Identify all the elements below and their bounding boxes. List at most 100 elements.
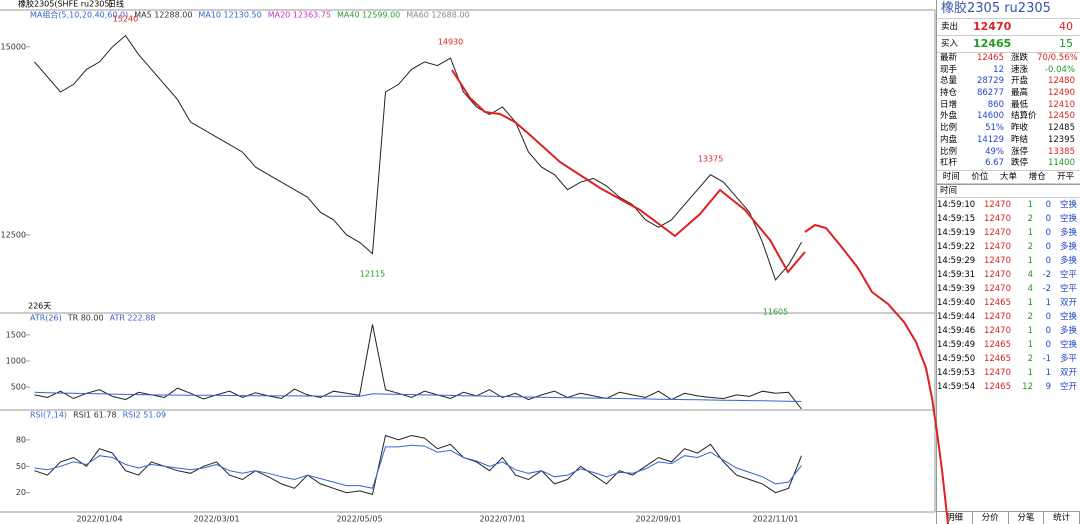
- trade-cell: 12470: [983, 255, 1011, 266]
- trade-cell: 12470: [983, 269, 1011, 280]
- trade-row: 14:59:44 12470 2 0 空换: [937, 310, 1080, 324]
- quote-label: 结算价: [1011, 111, 1037, 122]
- trade-cell: 12470: [983, 325, 1011, 336]
- x-tick-label: 2022/07/01: [479, 515, 525, 524]
- trade-cell: 12470: [983, 367, 1011, 378]
- trade-cell: 12465: [983, 297, 1011, 308]
- chart-area: 橡胶2305(SHFE ru2305) 日线 MA组合(5,10,20,40,6…: [0, 0, 936, 524]
- extreme-label: 12115: [360, 269, 385, 278]
- trade-cell: 空换: [1059, 213, 1077, 224]
- legend-item: ATR 222.88: [110, 314, 156, 323]
- side-panel: 橡胶2305 ru2305 卖出 12470 40 买入 12465 15 最新 12465 涨跌…: [936, 0, 1080, 524]
- legend-item: ATR(26): [30, 314, 62, 323]
- quote-label: 总量: [940, 76, 958, 87]
- trade-row: 14:59:31 12470 4 -2 空平: [937, 268, 1080, 282]
- trade-cell: 空换: [1059, 199, 1077, 210]
- quote-value: 12465: [976, 53, 1004, 63]
- trade-row: 14:59:22 12470 2 0 多换: [937, 240, 1080, 254]
- trade-row: 14:59:50 12465 2 -1 多平: [937, 352, 1080, 366]
- tab-bar: 明细 分价 分笔 统计: [937, 511, 1080, 524]
- trade-cell: 空换: [1059, 311, 1077, 322]
- series-line: [34, 444, 802, 489]
- trade-row: 14:59:29 12470 1 0 多换: [937, 254, 1080, 268]
- trade-cell: 14:59:29: [937, 255, 976, 266]
- trade-cell: 1: [1027, 199, 1033, 210]
- trade-cell: 1: [1045, 367, 1051, 378]
- legend-item: MA10 12130.50: [198, 11, 261, 20]
- x-tick-label: 2022/01/04: [76, 515, 122, 524]
- quote-label: 涨停: [1011, 146, 1029, 157]
- trade-cell: 1: [1027, 367, 1033, 378]
- trade-cell: 14:59:10: [937, 199, 976, 210]
- column-header: 时间 价位 大单 增仓 开平: [937, 169, 1080, 184]
- quote-value: 11400: [1047, 158, 1075, 169]
- quote-row: 持仓 86277 最高 12490: [937, 88, 1080, 100]
- column-label: 大单: [999, 171, 1017, 182]
- legend-item: MA20 12363.75: [268, 11, 331, 20]
- trade-cell: 0: [1045, 311, 1051, 322]
- trade-cell: 2: [1027, 353, 1033, 364]
- trade-cell: 12470: [983, 283, 1011, 294]
- trade-cell: 4: [1027, 269, 1033, 280]
- quote-label: 最高: [1011, 88, 1029, 99]
- trade-cell: 14:59:15: [937, 213, 976, 224]
- quote-label: 昨收: [1011, 123, 1029, 134]
- trade-cell: 0: [1045, 339, 1051, 350]
- x-tick-label: 2022/09/01: [635, 515, 681, 524]
- quote-value: 14129: [976, 134, 1004, 145]
- trade-row: 14:59:19 12470 1 0 多换: [937, 226, 1080, 240]
- legend-item: TR 80.00: [67, 314, 104, 323]
- trade-cell: 14:59:54: [937, 381, 976, 392]
- legend-item: MA60 12688.00: [406, 11, 469, 20]
- trade-cell: 12470: [983, 227, 1011, 238]
- extreme-label: 14930: [438, 38, 463, 47]
- trade-cell: 12470: [983, 199, 1011, 210]
- y-tick-label: 80: [16, 435, 26, 444]
- trade-row: 14:59:15 12470 2 0 空换: [937, 212, 1080, 226]
- quote-value: -0.04%: [1044, 64, 1075, 75]
- column-label: 开平: [1057, 171, 1075, 182]
- quote-row: 内盘 14129 昨结 12395: [937, 135, 1080, 147]
- legend-item: MA5 12288.00: [134, 11, 192, 20]
- period[interactable]: 日线: [108, 0, 124, 9]
- legend-item: MA40 12599.00: [337, 11, 400, 20]
- quote-label: 日增: [940, 99, 958, 110]
- tab[interactable]: 统计: [1044, 512, 1080, 524]
- quote-value: 51%: [985, 123, 1004, 134]
- quote-label: 速涨: [1011, 64, 1029, 75]
- quote-title: 橡胶2305 ru2305: [937, 0, 1080, 19]
- trade-cell: 12470: [983, 213, 1011, 224]
- trade-cell: 双开: [1059, 367, 1077, 378]
- column-label: 价位: [971, 171, 989, 182]
- quote-label: 最低: [1011, 99, 1029, 110]
- trade-cell: 多平: [1059, 353, 1077, 364]
- trade-cell: 1: [1027, 227, 1033, 238]
- series-line: [34, 391, 802, 402]
- trade-row: 14:59:54 12465 12 9 空开: [937, 380, 1080, 394]
- book-row: 卖出 12470 40: [937, 19, 1080, 36]
- tab[interactable]: 分价: [973, 512, 1009, 524]
- trade-cell: 0: [1045, 241, 1051, 252]
- quote-row: 比例 49% 涨停 13385: [937, 147, 1080, 159]
- quote-row: 现手 12 速涨 -0.04%: [937, 65, 1080, 77]
- quote-label: 外盘: [940, 111, 958, 122]
- trade-row: 14:59:49 12465 1 0 空换: [937, 338, 1080, 352]
- legend-item: RSI(7,14): [30, 411, 67, 420]
- symbol-title: 橡胶2305(SHFE ru2305): [18, 0, 113, 9]
- quote-value: 86277: [976, 88, 1004, 99]
- trade-cell: 14:59:46: [937, 325, 976, 336]
- quote-label: 比例: [940, 146, 958, 157]
- trade-cell: 多换: [1059, 241, 1077, 252]
- column-label: 增仓: [1028, 171, 1046, 182]
- quote-value: 12485: [1047, 123, 1075, 134]
- trade-cell: 空平: [1059, 283, 1077, 294]
- trade-cell: 14:59:40: [937, 297, 976, 308]
- extreme-label: 11605: [763, 308, 788, 317]
- tab[interactable]: 分笔: [1009, 512, 1045, 524]
- quote-value: 12480: [1047, 76, 1075, 87]
- quote-label: 杠杆: [940, 158, 958, 169]
- quote-row: 比例 51% 昨收 12485: [937, 123, 1080, 135]
- tab[interactable]: 明细: [937, 512, 973, 524]
- quote-value: 12410: [1047, 99, 1075, 110]
